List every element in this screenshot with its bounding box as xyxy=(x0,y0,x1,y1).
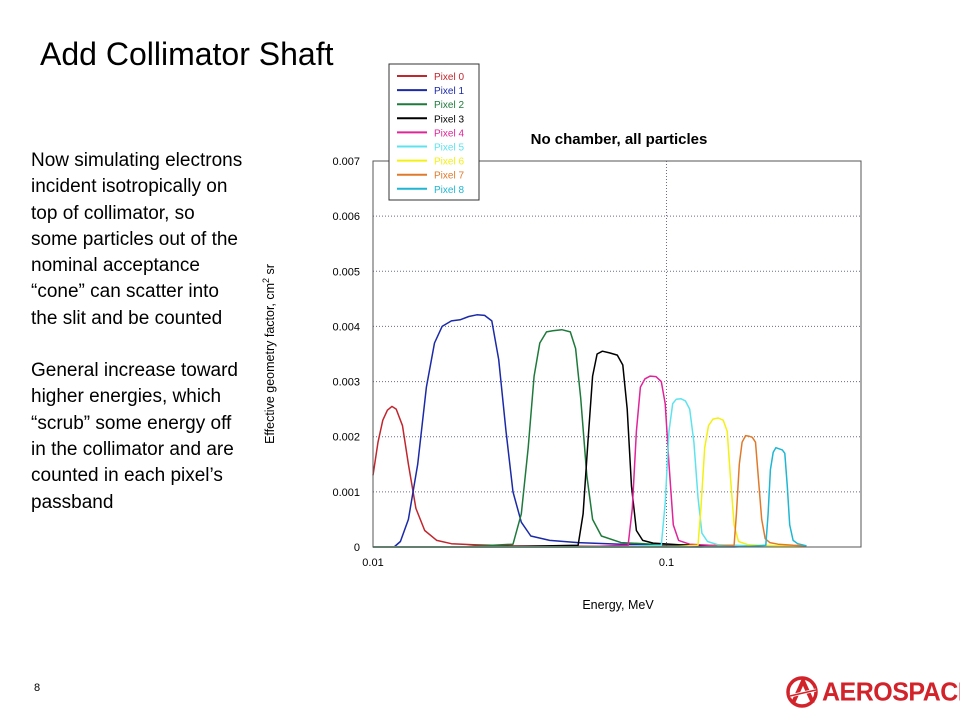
legend-label: Pixel 2 xyxy=(434,100,464,111)
series-line-pixel-2 xyxy=(373,328,807,548)
x-axis-label: Energy, MeV xyxy=(582,598,654,612)
y-tick-label: 0.006 xyxy=(332,211,360,223)
y-tick-label: 0.004 xyxy=(332,321,360,333)
y-tick-label: 0.005 xyxy=(332,266,360,278)
series-line-pixel-3 xyxy=(373,350,807,548)
plot-frame xyxy=(372,160,862,548)
grid-lines xyxy=(373,161,861,547)
x-tick-label: 0.01 xyxy=(362,557,383,569)
page-number: 8 xyxy=(34,682,41,694)
slide-title: Add Collimator Shaft xyxy=(40,36,334,72)
tick-labels: 0 0.001 0.002 0.003 0.004 0.005 0.006 0.007 0.01… xyxy=(332,156,674,569)
series-line-pixel-6 xyxy=(373,417,807,548)
y-axis-label: Effective geometry factor, cm2 sr xyxy=(261,264,277,444)
legend-label: Pixel 1 xyxy=(434,86,464,97)
y-axis-label-superscript: 2 xyxy=(261,278,271,283)
series-line-pixel-1 xyxy=(373,314,807,548)
y-tick-label: 0.001 xyxy=(332,487,360,499)
series-line-pixel-0 xyxy=(372,405,807,548)
legend-label: Pixel 5 xyxy=(434,143,464,154)
paragraph-increase: General increase toward higher energies,… xyxy=(31,360,238,513)
paragraph-simulation: Now simulating electrons incident isotro… xyxy=(31,150,243,329)
legend: Pixel 0 Pixel 1 Pixel 2 Pixel 3 Pixel 4 Pixel… xyxy=(388,63,480,201)
body-text: Now simulating electrons incident isotro… xyxy=(31,148,246,542)
legend-label: Pixel 6 xyxy=(434,157,464,168)
legend-label: Pixel 8 xyxy=(434,185,464,196)
y-axis-label-suffix: sr xyxy=(263,264,277,278)
legend-label: Pixel 3 xyxy=(434,114,464,125)
logo-text: AEROSPACE xyxy=(822,677,960,707)
legend-label: Pixel 0 xyxy=(434,72,464,83)
aerospace-logo: AEROSPACE xyxy=(786,676,960,708)
y-axis-label-main: Effective geometry factor, cm xyxy=(263,283,277,444)
series-lines xyxy=(372,314,807,548)
y-tick-label: 0.003 xyxy=(332,377,360,389)
legend-label: Pixel 7 xyxy=(434,171,464,182)
series-line-pixel-7 xyxy=(373,434,807,548)
series-line-pixel-5 xyxy=(373,397,807,548)
series-line-pixel-8 xyxy=(373,446,807,548)
aerospace-logo-mark-icon xyxy=(786,676,818,708)
series-line-pixel-4 xyxy=(373,375,807,548)
x-tick-label: 0.1 xyxy=(659,557,674,569)
legend-label: Pixel 4 xyxy=(434,128,464,139)
chart-title: No chamber, all particles xyxy=(531,131,708,148)
y-tick-label: 0.007 xyxy=(332,156,360,168)
y-tick-label: 0.002 xyxy=(332,432,360,444)
y-tick-label: 0 xyxy=(354,542,360,554)
legend-entries: Pixel 0 Pixel 1 Pixel 2 Pixel 3 Pixel 4 Pixel… xyxy=(397,72,464,196)
